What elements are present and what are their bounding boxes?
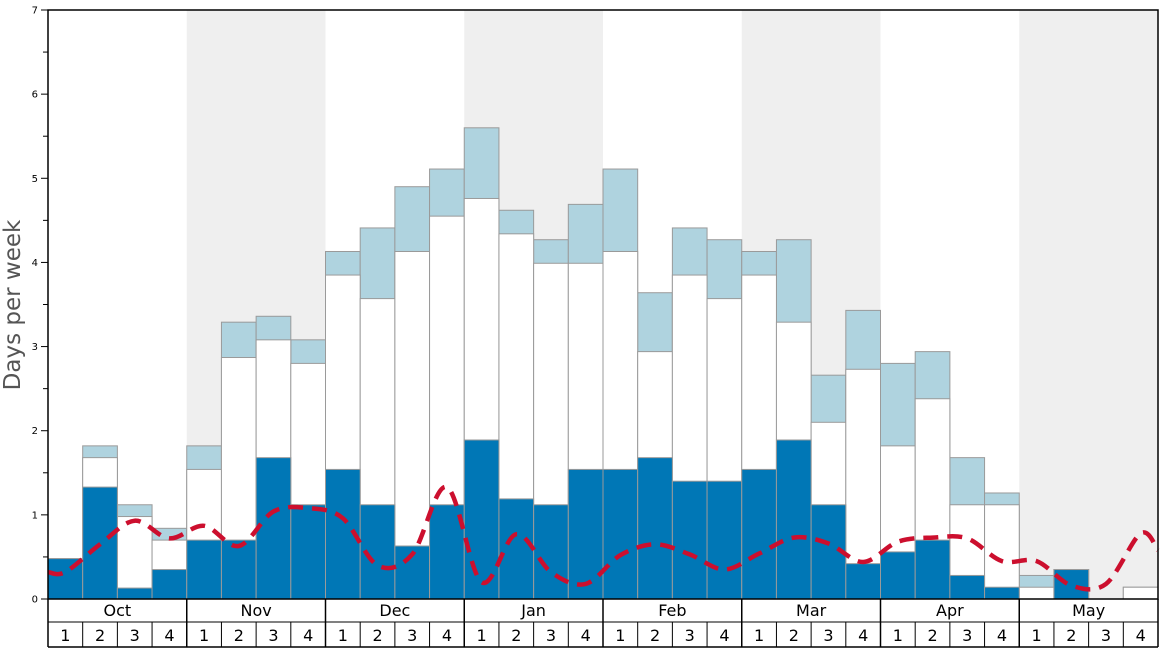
bar-base-7 — [255, 457, 292, 600]
month-label-oct: Oct — [104, 601, 132, 620]
average-line — [47, 484, 1160, 592]
month-shade-may — [1019, 10, 1158, 599]
week-label: 3 — [407, 626, 417, 645]
month-label-apr: Apr — [936, 601, 964, 620]
bar-base-21 — [741, 468, 777, 600]
month-label-jan: Jan — [520, 601, 546, 620]
week-label: 2 — [372, 626, 382, 645]
bar-base-26 — [914, 539, 951, 600]
bar-base-27 — [949, 574, 986, 600]
bar-base-30 — [1053, 569, 1090, 600]
week-label: 4 — [303, 626, 313, 645]
bar-base-4 — [151, 569, 188, 600]
average-line-layer — [47, 484, 1160, 592]
week-label: 1 — [754, 626, 764, 645]
week-label: 4 — [1136, 626, 1146, 645]
week-label: 4 — [997, 626, 1007, 645]
month-label-may: May — [1072, 601, 1105, 620]
month-label-mar: Mar — [796, 601, 827, 620]
bar-base-8 — [290, 504, 326, 600]
bar-middle-29 — [1018, 586, 1055, 600]
week-label: 3 — [268, 626, 278, 645]
y-axis-label: Days per week — [0, 219, 26, 390]
bar-base-24 — [845, 563, 881, 600]
y-tick-label: 0 — [32, 595, 38, 606]
bar-base-15 — [533, 504, 569, 600]
week-label: 3 — [1101, 626, 1111, 645]
y-tick-label: 2 — [32, 426, 38, 437]
bar-base-22 — [775, 439, 812, 600]
bar-middle-32 — [1122, 586, 1159, 600]
bar-base-16 — [567, 468, 604, 600]
week-label: 2 — [95, 626, 105, 645]
bar-base-19 — [671, 480, 708, 600]
week-label: 4 — [581, 626, 591, 645]
month-label-dec: Dec — [379, 601, 410, 620]
y-tick-label: 4 — [32, 258, 38, 269]
week-label: 2 — [927, 626, 937, 645]
week-label: 2 — [511, 626, 521, 645]
week-label: 4 — [164, 626, 174, 645]
bar-base-2 — [82, 486, 118, 600]
week-label: 2 — [234, 626, 244, 645]
week-label: 4 — [719, 626, 729, 645]
bar-base-18 — [637, 457, 673, 600]
month-label-feb: Feb — [658, 601, 686, 620]
y-tick-label: 6 — [32, 90, 38, 101]
bar-base-14 — [498, 498, 535, 600]
bar-base-20 — [706, 480, 743, 600]
week-label: 1 — [60, 626, 70, 645]
week-label: 1 — [199, 626, 209, 645]
week-label: 4 — [858, 626, 868, 645]
week-label: 1 — [893, 626, 903, 645]
bar-base-28 — [984, 586, 1020, 600]
y-tick-label: 5 — [32, 174, 38, 185]
bar-base-13 — [463, 439, 500, 600]
bar-base-25 — [880, 551, 916, 600]
week-label: 2 — [1066, 626, 1076, 645]
bar-middle-3 — [116, 516, 153, 600]
week-label: 1 — [1032, 626, 1042, 645]
week-label: 3 — [823, 626, 833, 645]
week-label: 1 — [477, 626, 487, 645]
week-label: 1 — [615, 626, 625, 645]
bar-base-6 — [220, 539, 257, 600]
bar-base-12 — [429, 504, 465, 600]
week-label: 3 — [685, 626, 695, 645]
bar-base-17 — [602, 468, 639, 600]
week-label: 3 — [546, 626, 556, 645]
y-tick-label: 3 — [32, 342, 38, 353]
week-label: 2 — [789, 626, 799, 645]
week-label: 4 — [442, 626, 452, 645]
week-label: 2 — [650, 626, 660, 645]
week-label: 1 — [338, 626, 348, 645]
bar-base-5 — [186, 539, 222, 600]
y-tick-label: 7 — [32, 6, 38, 17]
week-label: 3 — [962, 626, 972, 645]
y-axis: 0 1 2 3 4 5 6 7 — [32, 6, 48, 606]
week-label: 3 — [130, 626, 140, 645]
x-axis: Oct 1 2 3 4 Nov 1 2 3 4 Dec 1 2 3 4 Jan 1 2 3 4 Feb 1 2 3 4 Mar 1 2… — [47, 599, 1159, 648]
month-label-nov: Nov — [241, 601, 272, 620]
bar-base-3 — [116, 587, 153, 600]
bar-middle-28 — [984, 504, 1020, 600]
y-tick-label: 1 — [32, 510, 38, 521]
